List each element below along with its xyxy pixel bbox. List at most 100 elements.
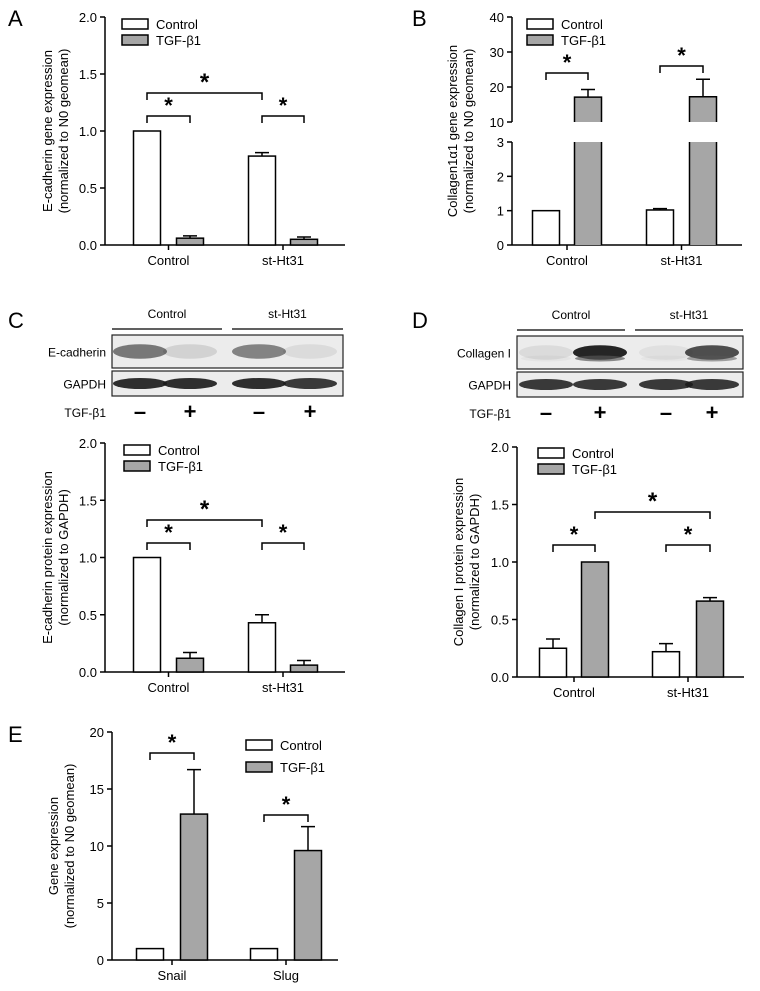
significance-bracket xyxy=(146,519,263,527)
panel-label-d: D xyxy=(412,308,428,333)
treatment-sign: – xyxy=(253,399,265,424)
y-tick-label: 30 xyxy=(490,45,504,60)
blot-band xyxy=(232,378,286,389)
legend-swatch xyxy=(123,444,151,456)
panel-d-western-blot: Control st-Ht31 Collagen I GAPDH TGF-β1 – + – + xyxy=(457,308,744,425)
legend-label: Control xyxy=(561,17,603,32)
y-tick-label: 2.0 xyxy=(79,436,97,451)
bar-control-st-ht31 xyxy=(247,155,277,246)
blot-band-lower xyxy=(521,355,571,362)
bar-control-control xyxy=(531,209,561,246)
treatment-sign: – xyxy=(540,400,552,425)
y-tick-label: 0 xyxy=(497,238,504,253)
significance-bracket xyxy=(552,544,596,552)
y-tick-label: 0.0 xyxy=(79,238,97,253)
bar-control-slug xyxy=(249,947,279,961)
legend-label: Control xyxy=(280,738,322,753)
panel-c-chart: 0.0 0.5 1.0 1.5 2.0 Control st-Ht31 E-cadherin … xyxy=(40,436,345,695)
blot-band xyxy=(573,379,627,390)
blot-band xyxy=(163,378,217,389)
blot-band xyxy=(519,345,573,360)
bar-control-control xyxy=(132,130,162,246)
y-axis-label: Collagen I protein expression(normalized… xyxy=(451,478,482,646)
legend-swatch xyxy=(245,739,273,751)
blot-band xyxy=(639,379,693,390)
y-axis-label-line: (normalized to N0 geomean) xyxy=(62,764,77,929)
x-tick-label: Control xyxy=(148,680,190,695)
legend-label: TGF-β1 xyxy=(572,462,617,477)
x-tick-label: st-Ht31 xyxy=(262,680,304,695)
x-tick-label: Snail xyxy=(158,968,187,983)
legend-label: TGF-β1 xyxy=(280,760,325,775)
significance-bracket xyxy=(146,542,191,550)
bar-control-control xyxy=(132,556,162,673)
legend-label: Control xyxy=(156,17,198,32)
y-tick-label: 20 xyxy=(90,725,104,740)
error-bar xyxy=(187,768,201,815)
panel-label-b: B xyxy=(412,6,427,31)
blot-band xyxy=(283,378,337,389)
y-axis-label: E-cadherin protein expression(normalized… xyxy=(40,471,71,644)
legend-swatch xyxy=(121,18,149,30)
significance-star: * xyxy=(168,730,177,755)
y-tick-label: 10 xyxy=(90,839,104,854)
blot-group-label: Control xyxy=(148,307,187,321)
y-axis-label-line: Collagen I protein expression xyxy=(451,478,466,646)
blot-row-label: GAPDH xyxy=(468,379,511,393)
error-bar xyxy=(183,651,197,659)
legend-label: Control xyxy=(572,446,614,461)
treatment-sign: + xyxy=(706,400,719,425)
panel-label-a: A xyxy=(8,6,23,31)
blot-band xyxy=(685,379,739,390)
error-bar xyxy=(183,235,197,239)
significance-star: * xyxy=(684,522,693,547)
bar-control-snail xyxy=(135,947,165,961)
significance-star: * xyxy=(164,520,173,545)
bar-control-control xyxy=(538,647,568,678)
y-axis-label-line: (normalized to N0 geomean) xyxy=(56,49,71,214)
panel-c-western-blot: Control st-Ht31 E-cadherin GAPDH TGF-β1 – + – + xyxy=(48,307,344,424)
y-tick-label: 5 xyxy=(97,896,104,911)
treatment-sign: + xyxy=(304,399,317,424)
error-bar xyxy=(703,596,717,602)
significance-bracket xyxy=(261,542,305,550)
significance-star: * xyxy=(563,50,572,75)
significance-star: * xyxy=(279,520,288,545)
bar-tgf-st-ht31 xyxy=(695,600,725,678)
bar-tgf-control-upper xyxy=(574,97,602,122)
y-axis-label: Gene expression(normalized to N0 geomean… xyxy=(46,764,77,929)
significance-star: * xyxy=(282,792,291,817)
y-tick-label: 20 xyxy=(490,80,504,95)
x-tick-label: Control xyxy=(546,253,588,268)
y-axis-label: Collagen1α1 gene expression(normalized t… xyxy=(445,45,476,217)
bar-tgf-control xyxy=(175,657,205,673)
blot-band xyxy=(113,344,167,359)
y-axis-label-line: Gene expression xyxy=(46,797,61,895)
x-tick-label: Slug xyxy=(273,968,299,983)
y-tick-label: 0 xyxy=(97,953,104,968)
bar-tgf-st-ht31 xyxy=(289,664,319,673)
blot-band xyxy=(283,344,337,359)
y-tick-label: 15 xyxy=(90,782,104,797)
y-axis-label-line: E-cadherin gene expression xyxy=(40,50,55,212)
x-tick-label: Control xyxy=(148,253,190,268)
blot-band xyxy=(232,344,286,359)
y-tick-label: 2.0 xyxy=(79,10,97,25)
bar-tgf-st-ht31-upper xyxy=(689,96,717,122)
y-tick-label: 1.5 xyxy=(79,493,97,508)
significance-star: * xyxy=(200,496,210,523)
y-tick-label: 0.5 xyxy=(491,613,509,628)
y-tick-label: 10 xyxy=(490,115,504,130)
y-tick-label: 3 xyxy=(497,135,504,150)
y-tick-label: 1.5 xyxy=(79,67,97,82)
x-tick-label: Control xyxy=(553,685,595,700)
blot-group-label: st-Ht31 xyxy=(670,308,709,322)
bar-tgf-snail xyxy=(179,813,209,961)
y-tick-label: 1.5 xyxy=(491,498,509,513)
x-tick-label: st-Ht31 xyxy=(667,685,709,700)
y-tick-label: 0.0 xyxy=(79,665,97,680)
error-bar xyxy=(301,825,315,851)
y-tick-label: 1.0 xyxy=(491,555,509,570)
x-tick-label: st-Ht31 xyxy=(262,253,304,268)
blot-row-label: E-cadherin xyxy=(48,346,106,360)
